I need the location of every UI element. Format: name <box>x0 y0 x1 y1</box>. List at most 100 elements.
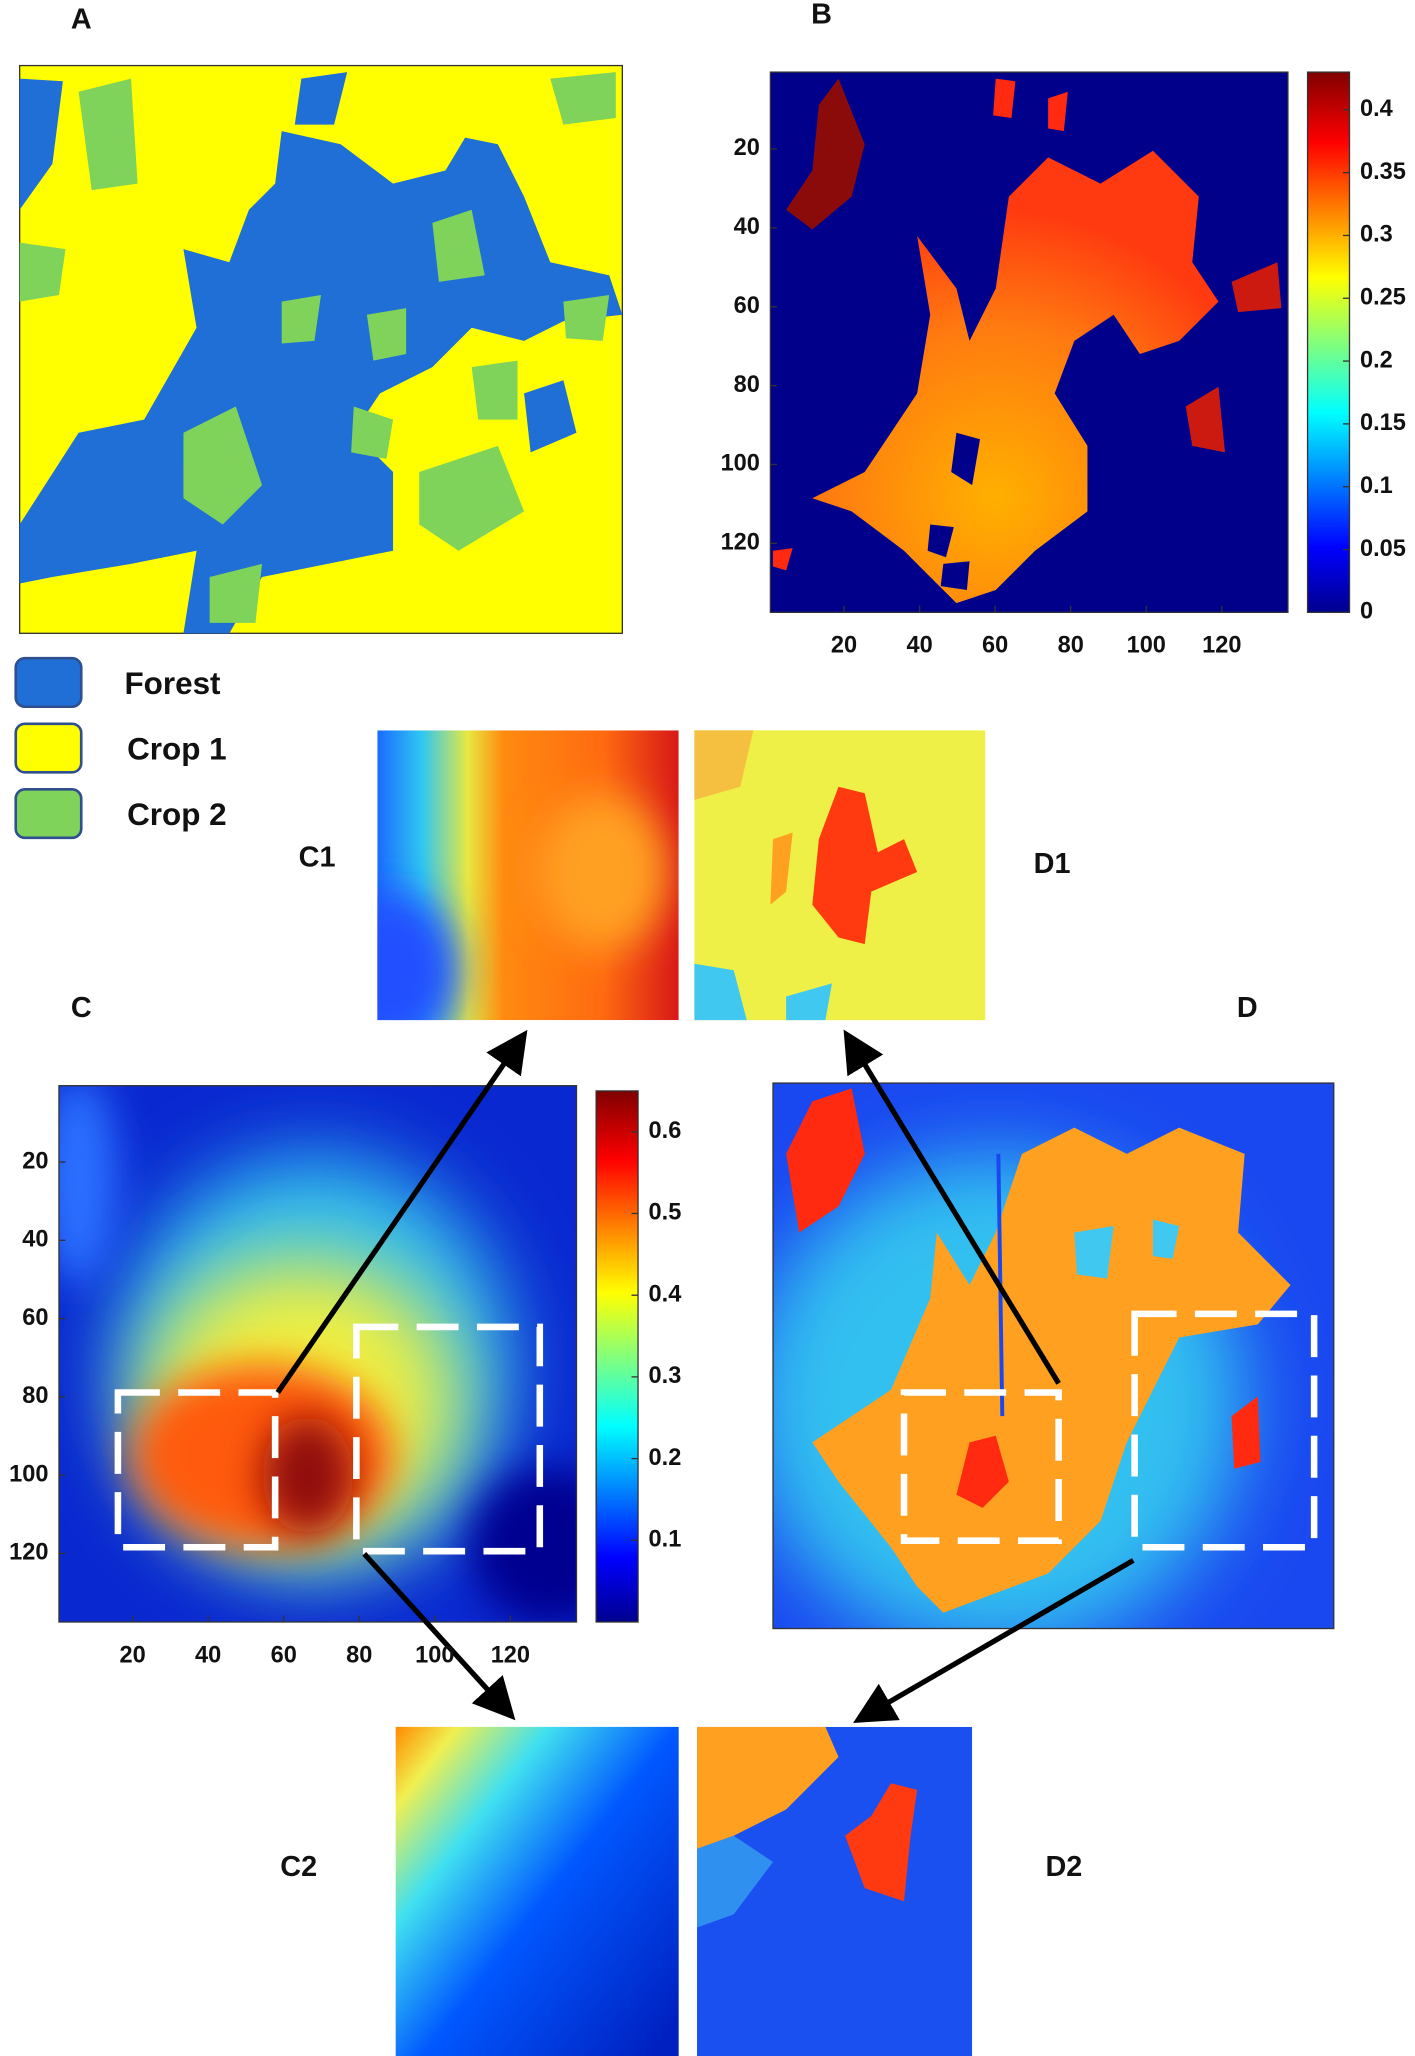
x-tick-label: 40 <box>906 632 932 658</box>
zoom-box <box>353 1323 544 1555</box>
x-tick-label: 20 <box>831 632 857 658</box>
x-tick-label: 60 <box>271 1641 297 1667</box>
panel-b-map <box>769 71 1289 613</box>
inset-image <box>770 832 793 905</box>
arrow <box>275 1029 528 1395</box>
x-tick-label: 20 <box>120 1641 146 1667</box>
colorbar-tick-label: 0.2 <box>1360 346 1393 372</box>
intensity <box>262 1416 354 1535</box>
crop-area <box>209 563 263 623</box>
legend-swatch <box>14 788 83 840</box>
colorbar-tick-label: 0.3 <box>649 1362 682 1388</box>
value-region <box>956 1435 1009 1508</box>
panel-label: D2 <box>1045 1851 1082 1883</box>
inset-image <box>537 793 669 951</box>
crop-area <box>351 406 394 459</box>
inset-image <box>697 1726 839 1849</box>
legend-swatch <box>14 656 83 709</box>
y-tick-label: 40 <box>734 213 760 239</box>
y-tick-label: 120 <box>9 1539 48 1565</box>
crop-area <box>183 406 263 525</box>
value-region <box>812 150 1219 604</box>
inset-d1 <box>694 730 986 1021</box>
value-region <box>1231 262 1282 313</box>
inset-image <box>812 786 918 945</box>
inset-image <box>697 1835 774 1928</box>
value-region <box>786 1088 865 1233</box>
frame <box>58 1085 578 1623</box>
colorbar-tick-label: 0.4 <box>649 1280 682 1306</box>
hole <box>927 432 981 591</box>
x-tick-label: 120 <box>1202 632 1241 658</box>
intensity <box>58 1085 118 1285</box>
forest-area <box>294 72 348 125</box>
panel-label: D <box>1237 992 1258 1024</box>
colorbar-tick-label: 0.05 <box>1360 535 1406 561</box>
zoom-box <box>114 1389 279 1551</box>
y-tick-label: 20 <box>22 1147 48 1173</box>
panel-label: D1 <box>1034 848 1071 880</box>
colorbar <box>595 1090 639 1623</box>
crop-area <box>550 72 616 125</box>
arrow <box>362 1552 516 1721</box>
arrow <box>853 1558 1135 1723</box>
x-tick-label: 100 <box>1127 632 1166 658</box>
value-region <box>786 78 865 230</box>
legend-label: Crop 2 <box>127 797 227 832</box>
y-tick-label: 120 <box>721 529 760 555</box>
colorbar-tick-label: 0.25 <box>1360 283 1406 309</box>
colorbar-tick-label: 0 <box>1360 598 1373 624</box>
frame <box>772 1082 1335 1630</box>
colorbar-tick-label: 0.35 <box>1360 158 1406 184</box>
crop-area <box>281 295 321 344</box>
inset-c1 <box>377 730 679 1021</box>
y-tick-label: 100 <box>9 1460 48 1486</box>
crop-area <box>419 445 525 551</box>
x-tick-label: 40 <box>195 1641 221 1667</box>
colorbar-tick-label: 0.1 <box>1360 472 1393 498</box>
zoom-box <box>1131 1310 1318 1551</box>
y-tick-label: 100 <box>721 450 760 476</box>
crop-area <box>366 308 407 361</box>
x-tick-label: 80 <box>346 1641 372 1667</box>
zoom-boxes <box>114 1323 544 1555</box>
legend-swatch <box>14 722 83 774</box>
colorbar-tick-label: 0.5 <box>649 1199 682 1225</box>
crop-area <box>432 209 485 282</box>
arrows <box>275 1029 1135 1723</box>
inset-d2 <box>697 1726 973 2056</box>
panel-c-map <box>58 1085 577 1622</box>
colorbar-tick-label: 0.6 <box>649 1117 682 1143</box>
y-tick-label: 60 <box>734 292 760 318</box>
inset-c2 <box>395 1726 679 2056</box>
forest-area <box>524 380 577 453</box>
y-tick-label: 40 <box>22 1226 48 1252</box>
colorbar-tick-label: 0.2 <box>649 1444 682 1470</box>
legend-label: Crop 1 <box>127 732 227 767</box>
zoom-box <box>900 1389 1062 1544</box>
y-tick-label: 60 <box>22 1304 48 1330</box>
colorbar-tick-label: 0.15 <box>1360 409 1406 435</box>
intensity <box>471 1468 577 1622</box>
panel-label: C1 <box>299 841 336 873</box>
panel-d-map <box>773 1083 1334 1629</box>
crop-area <box>471 360 518 420</box>
panel-label: C2 <box>280 1851 317 1883</box>
colorbar-tick-label: 0.3 <box>1360 221 1393 247</box>
zoom-boxes <box>900 1310 1318 1551</box>
y-tick-label: 80 <box>734 371 760 397</box>
legend: Forest Crop 1 Crop 2 <box>14 656 227 840</box>
forest-area <box>19 78 63 210</box>
value-region <box>1185 386 1226 453</box>
colorbar-tick-label: 0.1 <box>649 1526 682 1552</box>
value-region <box>1074 1219 1180 1279</box>
inset-image <box>694 730 754 800</box>
colorbar-tick-label: 0.4 <box>1360 95 1393 121</box>
inset-image <box>694 963 832 1021</box>
crop-area <box>563 295 610 341</box>
x-tick-label: 100 <box>415 1641 454 1667</box>
x-tick-label: 120 <box>491 1641 530 1667</box>
y-tick-label: 80 <box>22 1382 48 1408</box>
